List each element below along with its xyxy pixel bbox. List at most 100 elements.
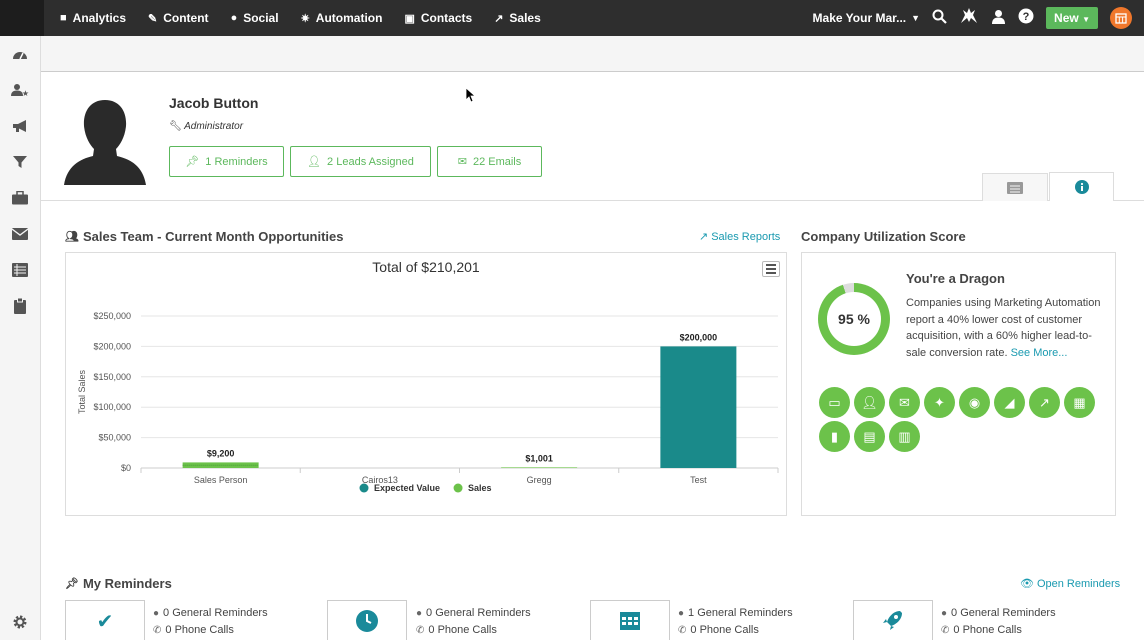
list-icon[interactable] [0,260,40,280]
svg-text:?: ? [1023,11,1030,23]
reminder-info-4: ● 0 General Reminders ✆ 0 Phone Calls [941,607,1056,636]
contacts-star-icon[interactable]: ★ [0,80,40,100]
open-reminders-link[interactable]: 👁︎ Open Reminders [1020,577,1121,591]
score-value: 95 % [827,292,881,346]
users-icon: 👥︎ [65,231,79,243]
x-tick-label: Gregg [527,475,552,485]
data-label: $9,200 [207,448,235,458]
briefcase-icon[interactable] [0,188,40,208]
secondary-toolbar [41,36,1144,72]
reminders-title: 📌︎ My Reminders [65,576,172,591]
calendar-icon[interactable] [1110,7,1132,29]
reminder-card-past[interactable]: ✔ [65,600,145,640]
trend-icon: ↗ [494,12,504,25]
leads-assigned-button[interactable]: 👤︎ 2 Leads Assigned [290,146,431,177]
y-tick-label: $250,000 [93,311,131,321]
envelope-icon[interactable]: ✉︎ [889,387,920,418]
envelope-icon: ✉︎ [457,156,467,168]
user-icon[interactable] [991,9,1006,28]
phone-icon: ✆ [941,625,950,636]
dragon-icon[interactable] [959,7,979,29]
nav-contacts[interactable]: ▣ Contacts [404,11,473,25]
clipboard-icon[interactable]: ▮ [819,421,850,452]
user-role: 🔧︎ Administrator [169,121,244,132]
clock-icon: ● [941,608,948,619]
chat-icon: ● [230,12,238,24]
nav-content[interactable]: ✎ Content [148,11,209,25]
nav-sales[interactable]: ↗ Sales [494,11,541,25]
wand-icon[interactable]: ✦ [924,387,955,418]
list-icon [1007,181,1023,194]
caret-down-icon: ▼ [911,13,921,23]
emails-button[interactable]: ✉︎ 22 Emails [437,146,542,177]
y-tick-label: $0 [121,463,131,473]
phone-icon: ✆ [678,625,687,636]
id-card-icon[interactable]: ▤ [854,421,885,452]
trend-icon[interactable]: ↗ [1029,387,1060,418]
sales-reports-link[interactable]: ↗ Sales Reports [699,230,781,244]
reminders-button[interactable]: 📌︎ 1 Reminders [169,146,284,177]
wand-icon: ✷ [300,12,310,25]
eye-icon: 👁︎ [1020,578,1034,590]
top-navbar: ■ Analytics ✎ Content ● Social ✷ Automation … [0,0,1144,36]
reminder-info-1: ● 0 General Reminders ✆ 0 Phone Calls [153,607,268,636]
megaphone-icon[interactable] [0,116,40,136]
nav-automation[interactable]: ✷ Automation [300,11,383,25]
new-button[interactable]: New ▼ [1046,7,1098,29]
bar-chart-icon: ■ [60,12,67,24]
logo[interactable] [0,0,44,36]
film-icon[interactable]: ▦ [1064,387,1095,418]
area-chart-icon[interactable]: ◢ [994,387,1025,418]
bar-expected-value [660,346,737,468]
chart-title: Total of $210,201 [372,259,480,275]
nav-analytics[interactable]: ■ Analytics [60,11,127,25]
tab-list[interactable] [982,173,1048,201]
x-tick-label: Cairos13 [362,475,398,485]
clipboard-icon[interactable] [0,296,40,316]
search-icon[interactable] [932,9,947,28]
feature-icons-row-2: ▮ ▤ ▥ [819,421,920,452]
clock-icon: ● [416,608,423,619]
sales-section-title: 👥︎ Sales Team - Current Month Opportuniti… [65,229,344,244]
contact-card-icon: ▣ [404,12,415,25]
user-circle-icon[interactable]: ◉ [959,387,990,418]
browser-icon[interactable]: ▭ [819,387,850,418]
trend-icon: ↗ [699,231,709,243]
reminder-card-today[interactable] [327,600,407,640]
sales-bar-chart: Total of $210,201 $0 $50,000 $100,000 $150,0… [77,259,779,493]
y-axis-label: Total Sales [77,369,87,414]
x-tick-label: Sales Person [194,475,248,485]
building-icon[interactable]: ▥ [889,421,920,452]
reminder-card-week[interactable] [590,600,670,640]
nav-social[interactable]: ● Social [230,11,279,25]
phone-icon: ✆ [153,625,162,636]
score-description: Companies using Marketing Automation rep… [906,297,1101,359]
dashboard-icon[interactable] [0,44,40,64]
legend-marker [453,483,463,493]
top-right-tools: Make Your Mar... ▼ ? New ▼ [813,0,1132,36]
envelope-icon[interactable] [0,224,40,244]
clock-icon: ● [678,608,685,619]
bar-sales [501,467,578,468]
tab-info[interactable] [1049,172,1114,201]
score-gauge: 95 % [818,283,890,355]
data-label: $200,000 [680,332,718,342]
help-icon[interactable]: ? [1018,8,1034,28]
data-label: $1,001 [525,453,553,463]
settings-gear-icon[interactable] [0,612,40,632]
account-dropdown[interactable]: Make Your Mar... ▼ [812,11,921,25]
clock-icon [356,610,378,632]
user-name: Jacob Button [169,95,259,111]
caret-down-icon: ▼ [1082,15,1090,24]
see-more-link[interactable]: See More... [1010,346,1068,359]
user-add-icon[interactable]: 👤︎ [854,387,885,418]
reminder-card-future[interactable] [853,600,933,640]
y-tick-label: $150,000 [93,372,131,382]
pencil-icon: ✎ [148,12,158,25]
chart-menu-button[interactable] [762,261,780,277]
x-tick-label: Test [690,475,707,485]
filter-icon[interactable] [0,152,40,172]
legend-label: Expected Value [374,483,440,493]
reminder-info-3: ● 1 General Reminders ✆ 0 Phone Calls [678,607,793,636]
info-icon [1074,180,1089,194]
